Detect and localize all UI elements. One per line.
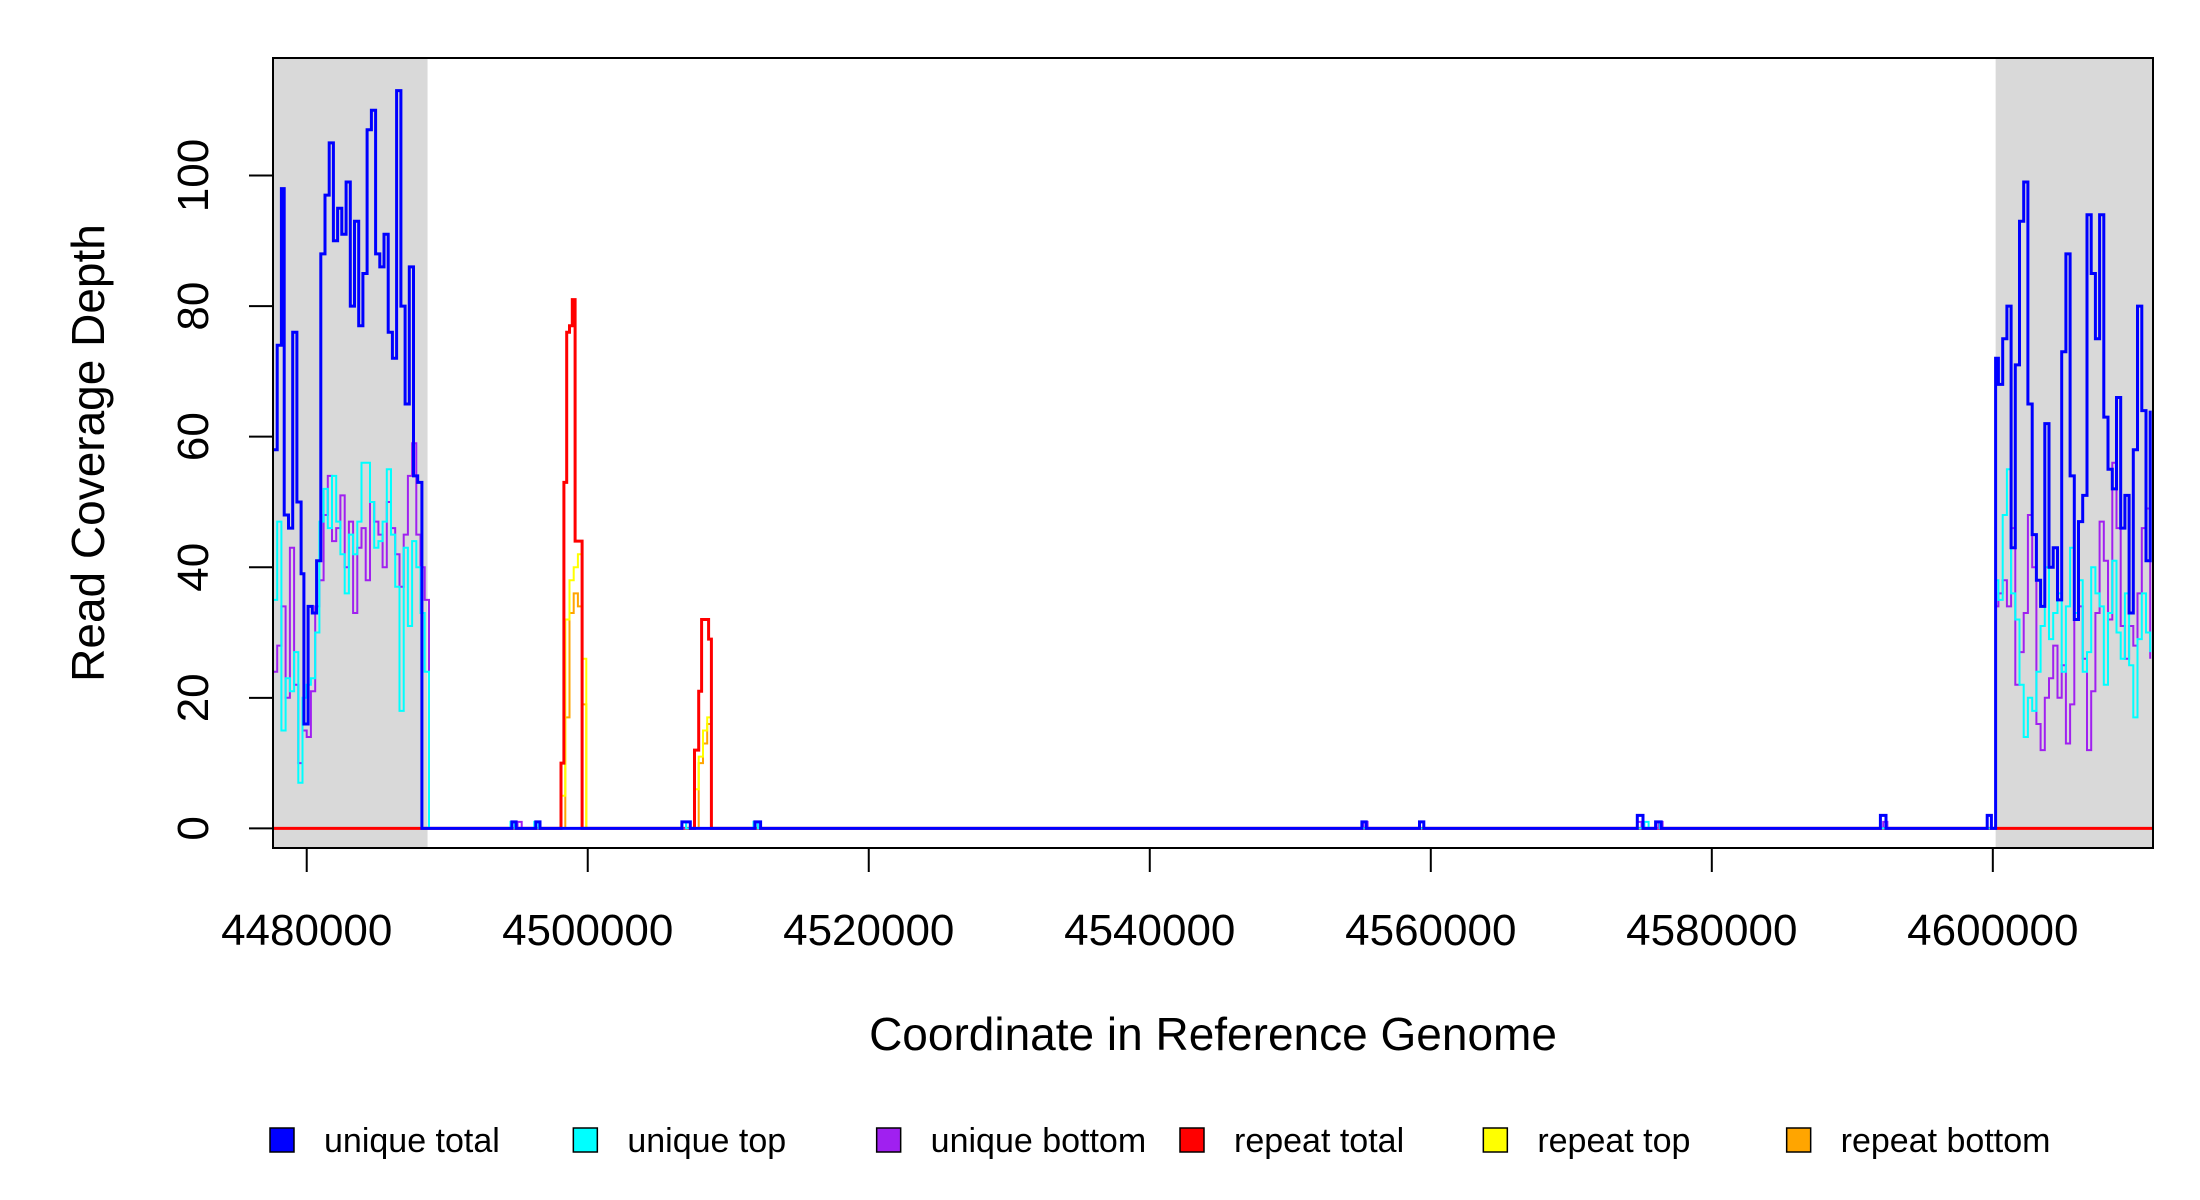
y-tick-label: 20 <box>169 673 218 722</box>
legend: unique total unique top unique bottom repea… <box>269 1122 2051 1160</box>
series-repeat-top-line <box>273 553 2153 830</box>
series-layer <box>273 89 2153 830</box>
legend-item: repeat total <box>1179 1122 1404 1160</box>
legend-label: repeat bottom <box>1841 1122 2051 1160</box>
x-tick-label: 4600000 <box>1907 906 2078 955</box>
legend-label: unique total <box>324 1122 500 1160</box>
legend-swatch <box>1482 1127 1509 1153</box>
legend-swatch <box>1785 1127 1812 1153</box>
series-unique-bottom-line <box>273 442 2152 830</box>
x-tick-label: 4540000 <box>1064 906 1235 955</box>
x-tick-label: 4500000 <box>502 906 673 955</box>
legend-label: repeat top <box>1537 1122 1690 1160</box>
x-tick-label: 4480000 <box>221 906 392 955</box>
legend-item: repeat top <box>1482 1122 1690 1160</box>
x-axis-title: Coordinate in Reference Genome <box>869 1008 1557 1060</box>
x-tick-label: 4560000 <box>1345 906 1516 955</box>
legend-label: unique bottom <box>931 1122 1147 1160</box>
y-tick-label: 60 <box>169 412 218 461</box>
legend-item: unique bottom <box>875 1122 1147 1160</box>
series-repeat-bottom-line <box>273 592 2153 830</box>
legend-swatch <box>572 1127 599 1153</box>
series-unique-total-line <box>273 89 2152 830</box>
legend-item: repeat bottom <box>1785 1122 2051 1160</box>
legend-item: unique total <box>269 1122 500 1160</box>
y-tick-label: 100 <box>169 139 218 212</box>
legend-swatch <box>269 1127 295 1153</box>
y-tick-label: 80 <box>169 282 218 331</box>
y-tick-label: 40 <box>169 543 218 592</box>
series-repeat-total-line <box>273 298 2153 830</box>
shaded-regions <box>273 58 2153 848</box>
x-tick-label: 4520000 <box>783 906 954 955</box>
legend-label: repeat total <box>1234 1122 1404 1160</box>
plot-frame <box>272 57 2154 849</box>
legend-swatch <box>875 1127 902 1153</box>
series-unique-top-line <box>273 461 2152 830</box>
legend-swatch <box>1179 1127 1205 1153</box>
legend-item: unique top <box>572 1122 786 1160</box>
legend-label: unique top <box>627 1122 786 1160</box>
shaded-region-1 <box>1995 58 2153 848</box>
x-axis: 4480000 4500000 4520000 4540000 4560000 45800… <box>221 847 2078 955</box>
y-axis-title: Read Coverage Depth <box>62 224 114 682</box>
y-tick-label: 0 <box>169 816 218 840</box>
x-tick-label: 4580000 <box>1626 906 1797 955</box>
y-axis: 0 20 40 60 80 100 <box>169 139 274 841</box>
